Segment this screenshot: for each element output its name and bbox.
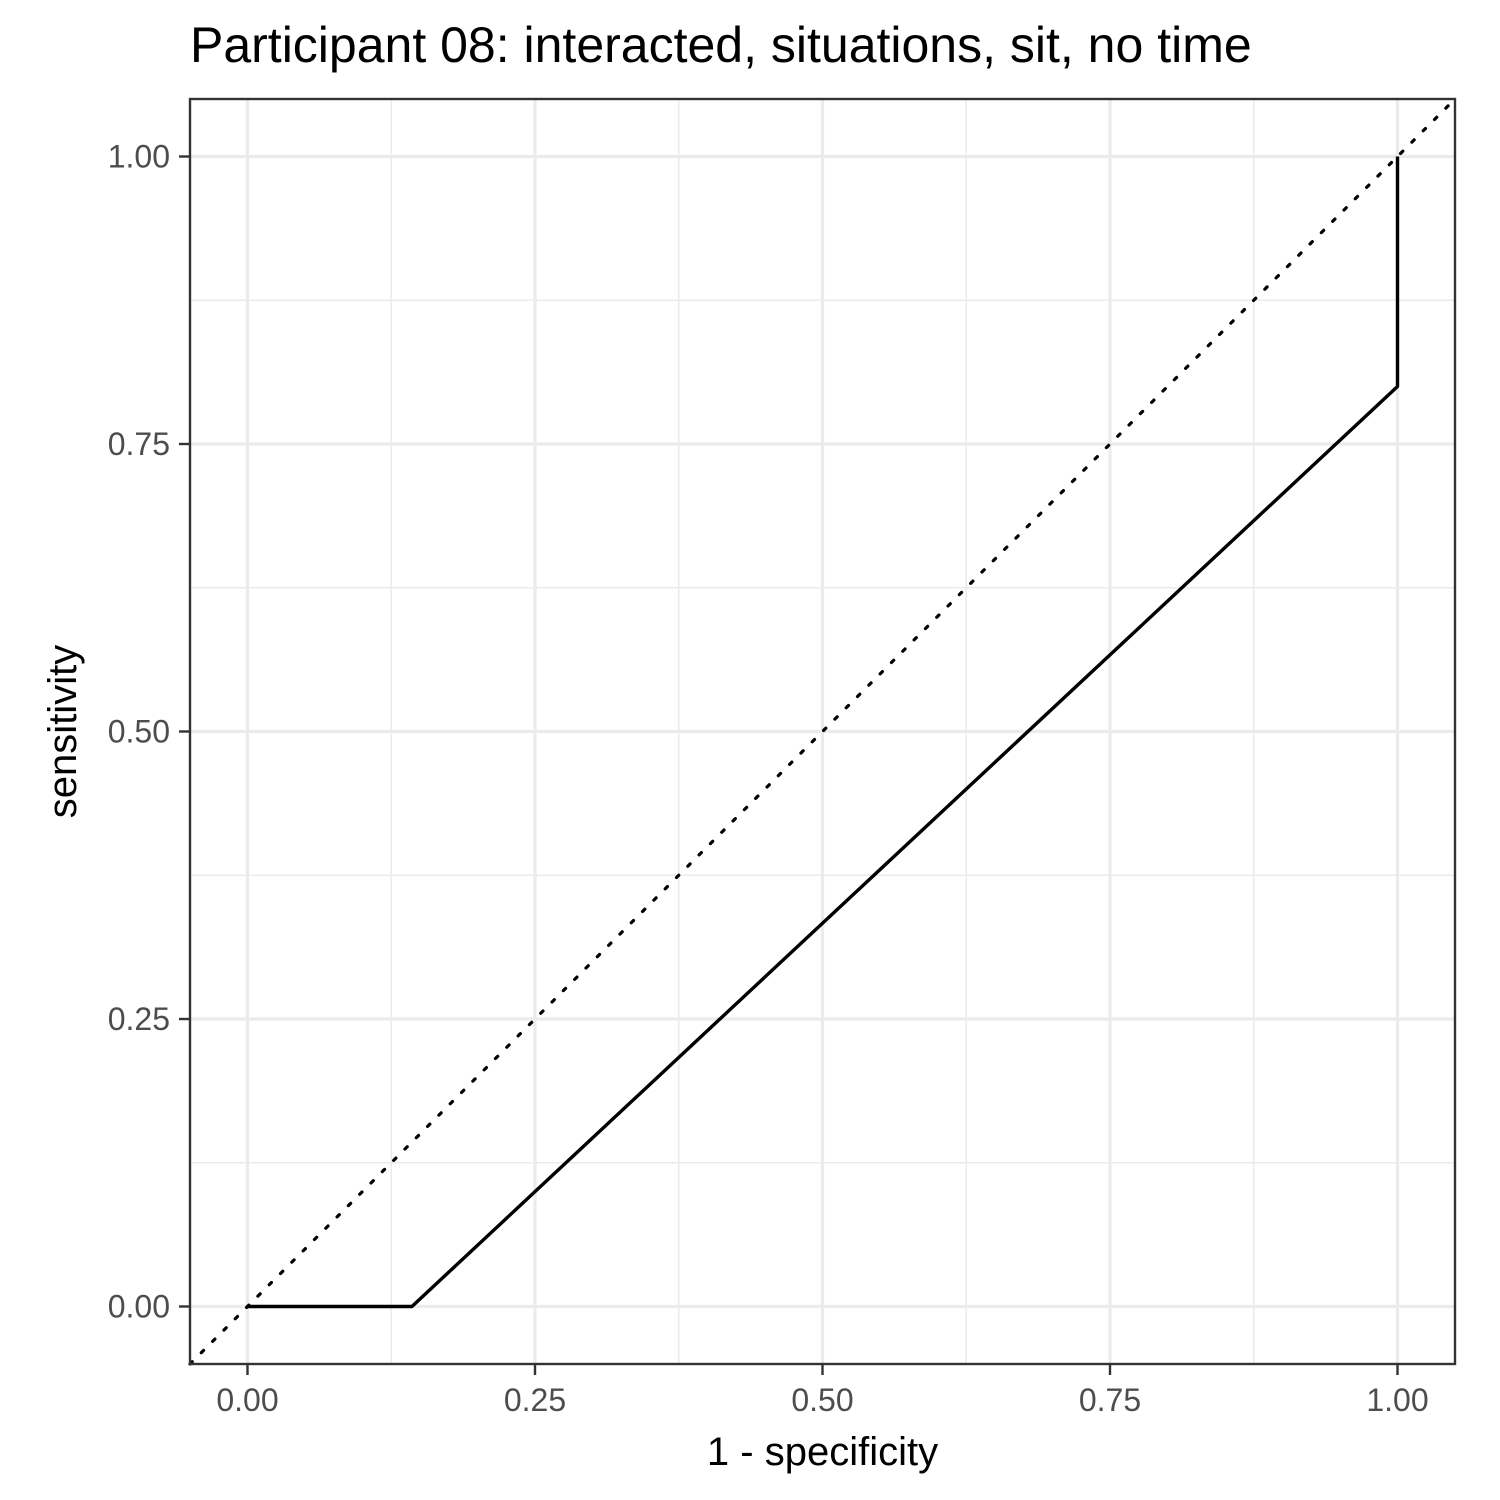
x-tick-label: 0.00 [216,1382,278,1418]
reference-diagonal [188,97,1457,1366]
reference-line [188,97,1457,1366]
y-tick-label: 0.25 [108,1001,170,1037]
major-gridlines [190,99,1455,1364]
x-axis: 0.00 0.25 0.50 0.75 1.00 [216,1364,1429,1418]
y-axis-title: sensitivity [41,645,85,818]
x-tick-label: 0.75 [1079,1382,1141,1418]
chart-title: Participant 08: interacted, situations, … [190,17,1252,73]
x-tick-label: 0.25 [504,1382,566,1418]
y-tick-label: 1.00 [108,139,170,175]
x-tick-label: 1.00 [1366,1382,1428,1418]
x-axis-title: 1 - specificity [707,1430,938,1474]
y-tick-label: 0.00 [108,1289,170,1325]
y-tick-label: 0.50 [108,714,170,750]
roc-curve-line [247,156,1400,1309]
plot-panel [188,97,1457,1366]
y-tick-label: 0.75 [108,426,170,462]
x-tick-label: 0.50 [791,1382,853,1418]
y-axis: 0.00 0.25 0.50 0.75 1.00 [108,139,190,1325]
series-layer [247,156,1400,1309]
